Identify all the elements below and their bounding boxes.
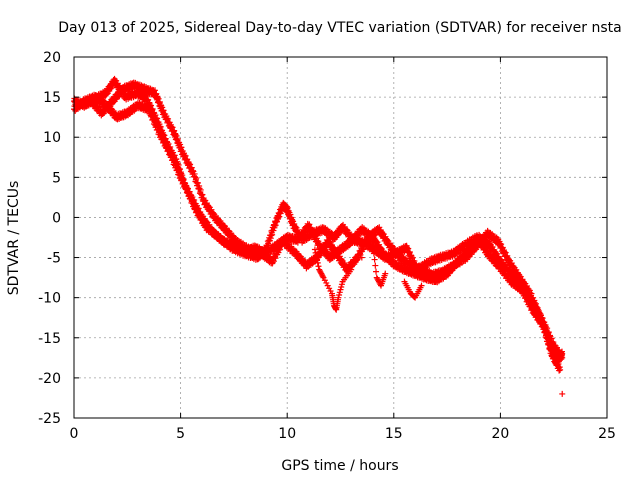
series-marker-band-a [557, 366, 564, 373]
y-tick-label: -20 [38, 371, 61, 387]
x-tick-label: 0 [70, 426, 79, 442]
x-tick-label: 10 [278, 426, 296, 442]
y-tick-label: 20 [43, 50, 61, 66]
y-tick-label: -15 [38, 331, 61, 347]
series-layer [71, 75, 566, 397]
x-tick-label: 5 [176, 426, 185, 442]
y-tick-label: 10 [43, 130, 61, 146]
x-axis-label: GPS time / hours [281, 458, 398, 474]
y-tick-label: -5 [47, 251, 61, 267]
x-tick-label: 20 [491, 426, 509, 442]
x-tick-label: 25 [598, 426, 616, 442]
y-tick-label: 15 [43, 90, 61, 106]
x-tick-label: 15 [385, 426, 403, 442]
chart-title: Day 013 of 2025, Sidereal Day-to-day VTE… [58, 20, 621, 36]
y-tick-label: 5 [52, 170, 61, 186]
y-tick-label: -25 [38, 411, 61, 427]
series-marker-band-a [270, 227, 277, 234]
y-axis-label: SDTVAR / TECUs [6, 181, 22, 296]
y-tick-label: -10 [38, 291, 61, 307]
y-tick-label: 0 [52, 210, 61, 226]
